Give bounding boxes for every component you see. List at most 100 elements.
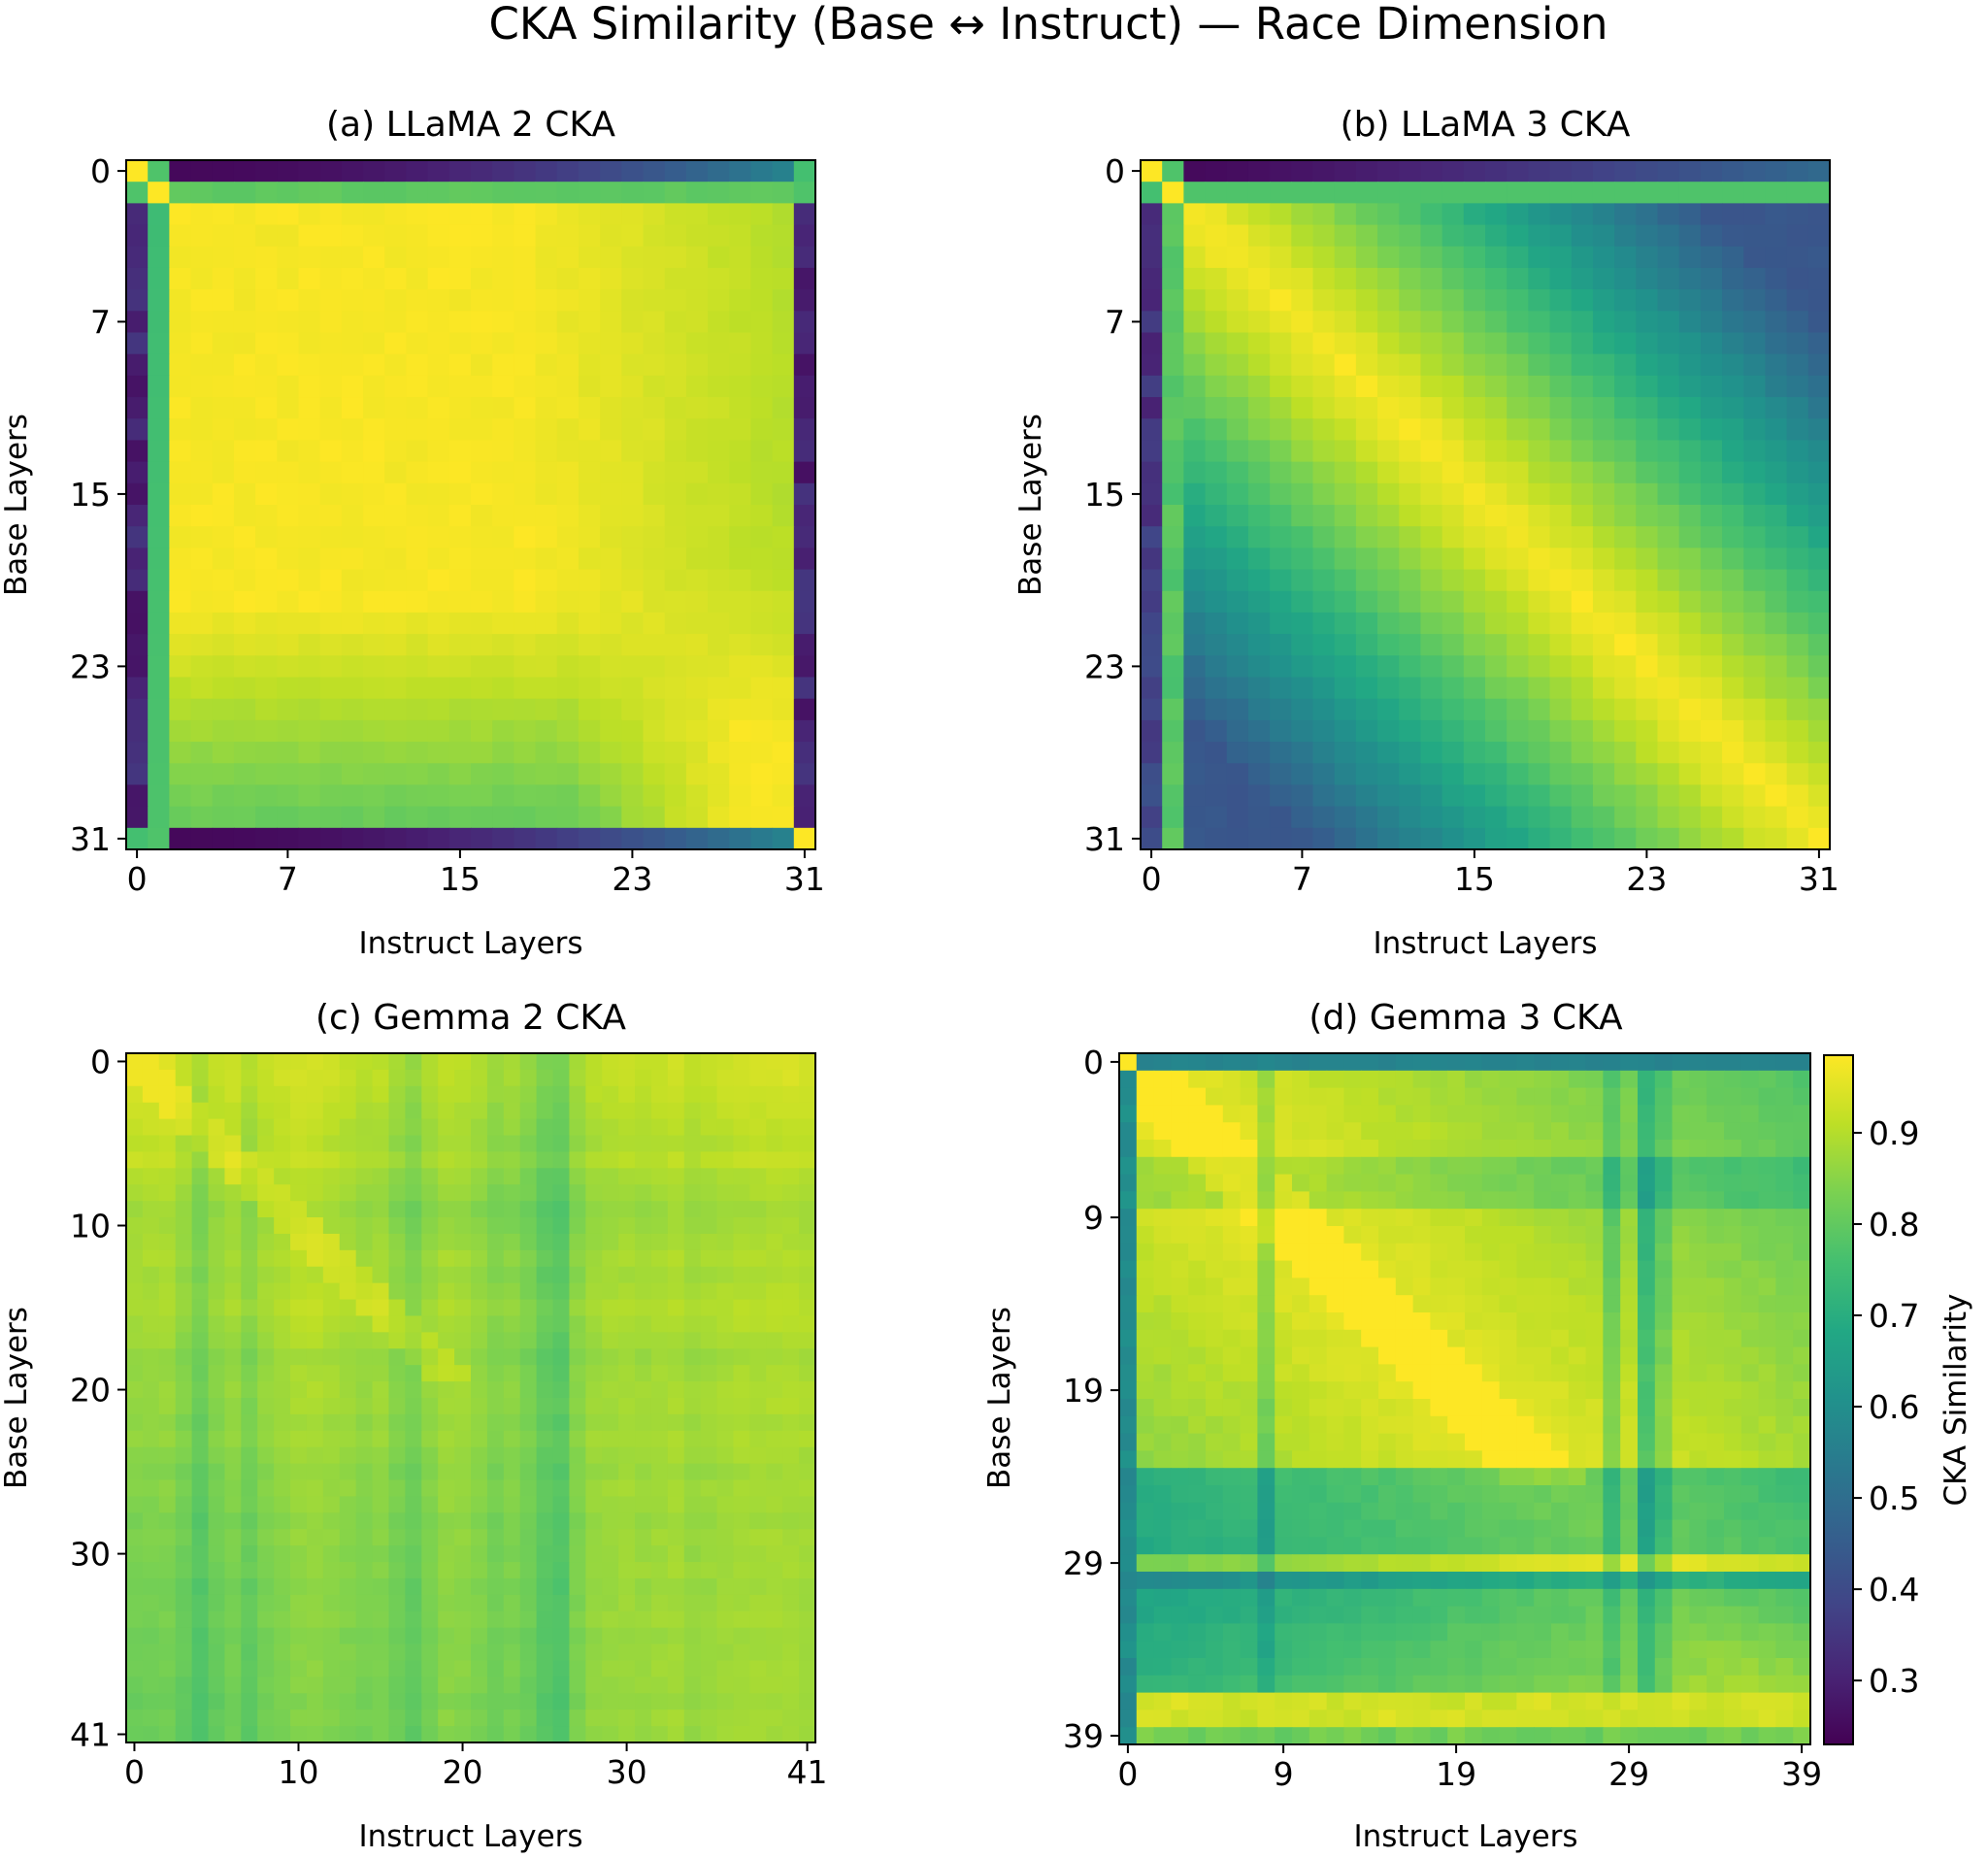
heatmap-cell	[1257, 1346, 1276, 1365]
heatmap-cell	[277, 698, 300, 721]
heatmap-cell	[322, 1479, 341, 1498]
heatmap-cell	[233, 590, 256, 614]
heatmap-cell	[486, 1151, 505, 1169]
heatmap-cell	[635, 1627, 652, 1645]
y-tick-label: 0	[90, 1043, 111, 1080]
heatmap-cell	[716, 1233, 735, 1251]
heatmap-cell	[503, 1102, 521, 1120]
heatmap-cell	[1206, 1502, 1224, 1521]
heatmap-cell	[1153, 1468, 1172, 1486]
heatmap-cell	[1534, 1399, 1552, 1417]
heatmap-cell	[519, 1446, 538, 1465]
heatmap-cell	[750, 677, 774, 700]
heatmap-cell	[372, 1282, 390, 1301]
heatmap-cell	[1441, 763, 1465, 786]
heatmap-cell	[1678, 267, 1702, 290]
heatmap-cell	[552, 1102, 571, 1120]
heatmap-cell	[772, 353, 795, 377]
heatmap-cell	[578, 526, 601, 548]
heatmap-cell	[1136, 1243, 1155, 1262]
heatmap-cell	[175, 1184, 193, 1202]
heatmap-cell	[733, 1479, 750, 1498]
heatmap-cell	[233, 397, 256, 419]
heatmap-cell	[1206, 1485, 1224, 1504]
heatmap-cell	[772, 763, 795, 786]
heatmap-cell	[1807, 375, 1831, 398]
heatmap-cell	[471, 203, 493, 226]
heatmap-cell	[1312, 224, 1336, 248]
heatmap-cell	[667, 1118, 685, 1137]
heatmap-cell	[1786, 397, 1809, 419]
heatmap-cell	[1222, 1260, 1242, 1278]
heatmap-cell	[148, 569, 170, 592]
heatmap-cell	[212, 353, 235, 377]
heatmap-cell	[1171, 1174, 1189, 1192]
heatmap-cell	[255, 590, 278, 614]
heatmap-cell	[503, 1676, 521, 1694]
heatmap-cell	[322, 1315, 341, 1333]
heatmap-cell	[1226, 267, 1249, 290]
heatmap-cell	[643, 784, 666, 808]
heatmap-cell	[1247, 719, 1271, 743]
heatmap-cell	[1700, 311, 1723, 334]
heatmap-cell	[1678, 698, 1702, 721]
heatmap-cell	[319, 246, 343, 269]
heatmap-cell	[733, 1217, 750, 1235]
heatmap-cell	[1740, 1346, 1760, 1365]
heatmap-cell	[224, 1118, 242, 1137]
heatmap-cell	[569, 1118, 586, 1137]
heatmap-cell	[1412, 1346, 1431, 1365]
heatmap-cell	[158, 1577, 177, 1596]
heatmap-cell	[569, 1365, 586, 1382]
heatmap-cell	[618, 1545, 636, 1563]
heatmap-cell	[486, 1610, 505, 1629]
heatmap-cell	[224, 1332, 242, 1349]
heatmap-cell	[1412, 1364, 1431, 1382]
heatmap-cell	[1724, 1156, 1742, 1176]
heatmap-cell	[664, 526, 687, 548]
heatmap-cell	[298, 655, 321, 679]
heatmap-cell	[1395, 1381, 1414, 1400]
panel-b-ylabel: Base Layers	[1013, 414, 1048, 596]
heatmap-cell	[1481, 1346, 1501, 1365]
heatmap-cell	[1534, 1312, 1552, 1331]
heatmap-cell	[685, 612, 709, 635]
heatmap-cell	[471, 1709, 488, 1727]
heatmap-cell	[772, 569, 795, 592]
heatmap-cell	[1119, 1502, 1138, 1521]
heatmap-cell	[650, 1299, 669, 1317]
heatmap-cell	[471, 1726, 488, 1743]
heatmap-cell	[1378, 1312, 1397, 1331]
heatmap-cell	[1568, 1226, 1587, 1244]
heatmap-cell	[1292, 1140, 1310, 1158]
heatmap-cell	[355, 1594, 374, 1612]
heatmap-cell	[621, 590, 645, 614]
heatmap-cell	[1507, 246, 1529, 269]
heatmap-cell	[535, 763, 558, 786]
heatmap-cell	[1355, 482, 1378, 506]
heatmap-cell	[339, 1398, 357, 1415]
heatmap-cell	[650, 1529, 669, 1546]
heatmap-cell	[1743, 203, 1767, 226]
heatmap-cell	[339, 1282, 357, 1301]
heatmap-cell	[148, 440, 170, 463]
heatmap-cell	[1549, 440, 1573, 463]
heatmap-cell	[448, 418, 472, 442]
heatmap-cell	[191, 1118, 210, 1137]
heatmap-cell	[471, 1151, 488, 1169]
heatmap-cell	[1758, 1399, 1776, 1417]
heatmap-cell	[1758, 1364, 1776, 1382]
heatmap-cell	[519, 1693, 538, 1710]
heatmap-cell	[1292, 1070, 1310, 1089]
heatmap-cell	[306, 1512, 324, 1530]
heatmap-cell	[341, 763, 364, 786]
heatmap-cell	[793, 311, 816, 334]
heatmap-cell	[1309, 1053, 1328, 1072]
heatmap-cell	[1257, 1468, 1276, 1486]
heatmap-cell	[1247, 418, 1271, 442]
heatmap-cell	[1592, 784, 1615, 808]
heatmap-cell	[1807, 655, 1831, 679]
heatmap-cell	[1463, 742, 1486, 764]
heatmap-cell	[1188, 1122, 1207, 1141]
